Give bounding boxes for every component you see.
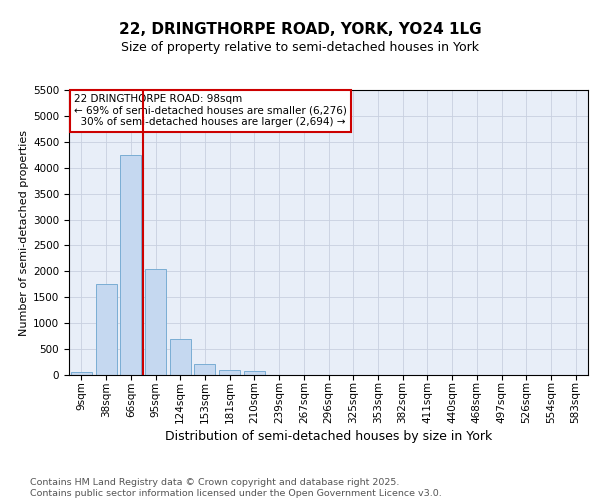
Text: 22 DRINGTHORPE ROAD: 98sqm
← 69% of semi-detached houses are smaller (6,276)
  3: 22 DRINGTHORPE ROAD: 98sqm ← 69% of semi… bbox=[74, 94, 347, 128]
Text: 22, DRINGTHORPE ROAD, YORK, YO24 1LG: 22, DRINGTHORPE ROAD, YORK, YO24 1LG bbox=[119, 22, 481, 38]
Bar bbox=[120, 155, 141, 375]
Bar bbox=[95, 284, 116, 375]
Bar bbox=[244, 371, 265, 375]
Y-axis label: Number of semi-detached properties: Number of semi-detached properties bbox=[19, 130, 29, 336]
Text: Size of property relative to semi-detached houses in York: Size of property relative to semi-detach… bbox=[121, 41, 479, 54]
Bar bbox=[194, 364, 215, 375]
Text: Contains HM Land Registry data © Crown copyright and database right 2025.
Contai: Contains HM Land Registry data © Crown c… bbox=[30, 478, 442, 498]
Bar bbox=[71, 372, 92, 375]
Bar bbox=[219, 370, 240, 375]
Bar bbox=[170, 338, 191, 375]
X-axis label: Distribution of semi-detached houses by size in York: Distribution of semi-detached houses by … bbox=[165, 430, 492, 444]
Bar bbox=[145, 269, 166, 375]
